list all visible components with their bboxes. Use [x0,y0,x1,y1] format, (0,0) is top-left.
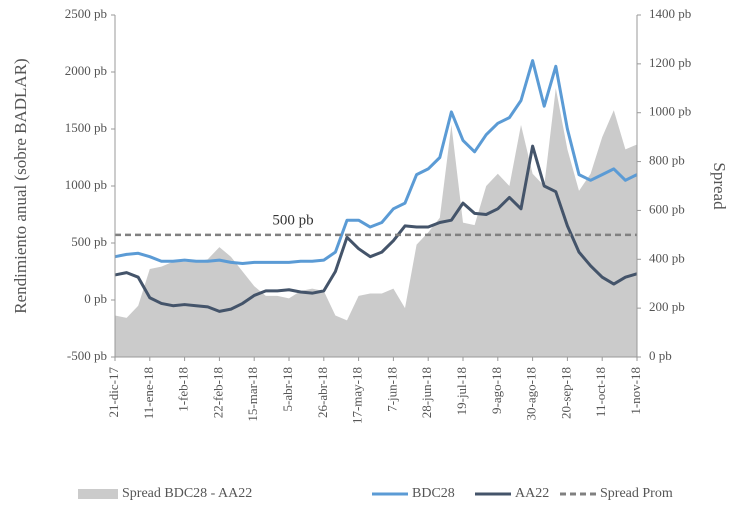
x-tick-label: 20-sep-18 [558,367,573,419]
y2-tick-label: 1400 pb [649,6,691,21]
legend-label: Spread BDC28 - AA22 [122,486,252,501]
y2-tick-label: 200 pb [649,299,685,314]
y2-tick-label: 0 pb [649,348,672,363]
spread-area [115,88,637,358]
x-tick-label: 17-may-18 [350,367,365,424]
legend-label: Spread Prom [600,486,673,501]
legend-label: BDC28 [412,486,455,501]
y-tick-label: 500 pb [71,234,107,249]
y2-tick-label: 400 pb [649,250,685,265]
y-axis-title: Rendimiento anual (sobre BADLAR) [11,58,30,313]
x-tick-label: 28-jun-18 [419,367,434,418]
x-tick-label: 5-abr-18 [280,367,295,412]
y2-tick-label: 800 pb [649,153,685,168]
y2-tick-label: 1000 pb [649,104,691,119]
legend-swatch [78,489,118,499]
x-tick-label: 22-feb-18 [210,367,225,418]
x-tick-label: 1-nov-18 [628,367,643,415]
y2-tick-label: 1200 pb [649,55,691,70]
annotation: 500 pb [272,212,313,228]
x-tick-label: 15-mar-18 [245,367,260,422]
y-tick-label: 1500 pb [65,120,107,135]
y2-axis-title: Spread [710,162,729,210]
legend-label: AA22 [515,486,549,501]
y2-tick-label: 600 pb [649,201,685,216]
x-tick-label: 21-dic-17 [106,367,121,418]
y-tick-label: 2500 pb [65,6,107,21]
series-line [114,59,638,266]
x-tick-label: 11-oct-18 [593,367,608,417]
plot-area [114,59,638,358]
x-tick-label: 1-feb-18 [176,367,191,412]
y-tick-label: 2000 pb [65,63,107,78]
y-tick-label: 0 pb [84,291,107,306]
x-tick-label: 30-ago-18 [524,367,539,420]
series-line [114,144,638,313]
y-tick-label: -500 pb [67,348,107,363]
x-tick-label: 11-ene-18 [141,367,156,419]
x-tick-label: 9-ago-18 [489,367,504,414]
x-tick-label: 26-abr-18 [315,367,330,418]
y-tick-label: 1000 pb [65,177,107,192]
x-tick-label: 7-jun-18 [384,367,399,412]
x-tick-label: 19-jul-18 [454,367,469,415]
